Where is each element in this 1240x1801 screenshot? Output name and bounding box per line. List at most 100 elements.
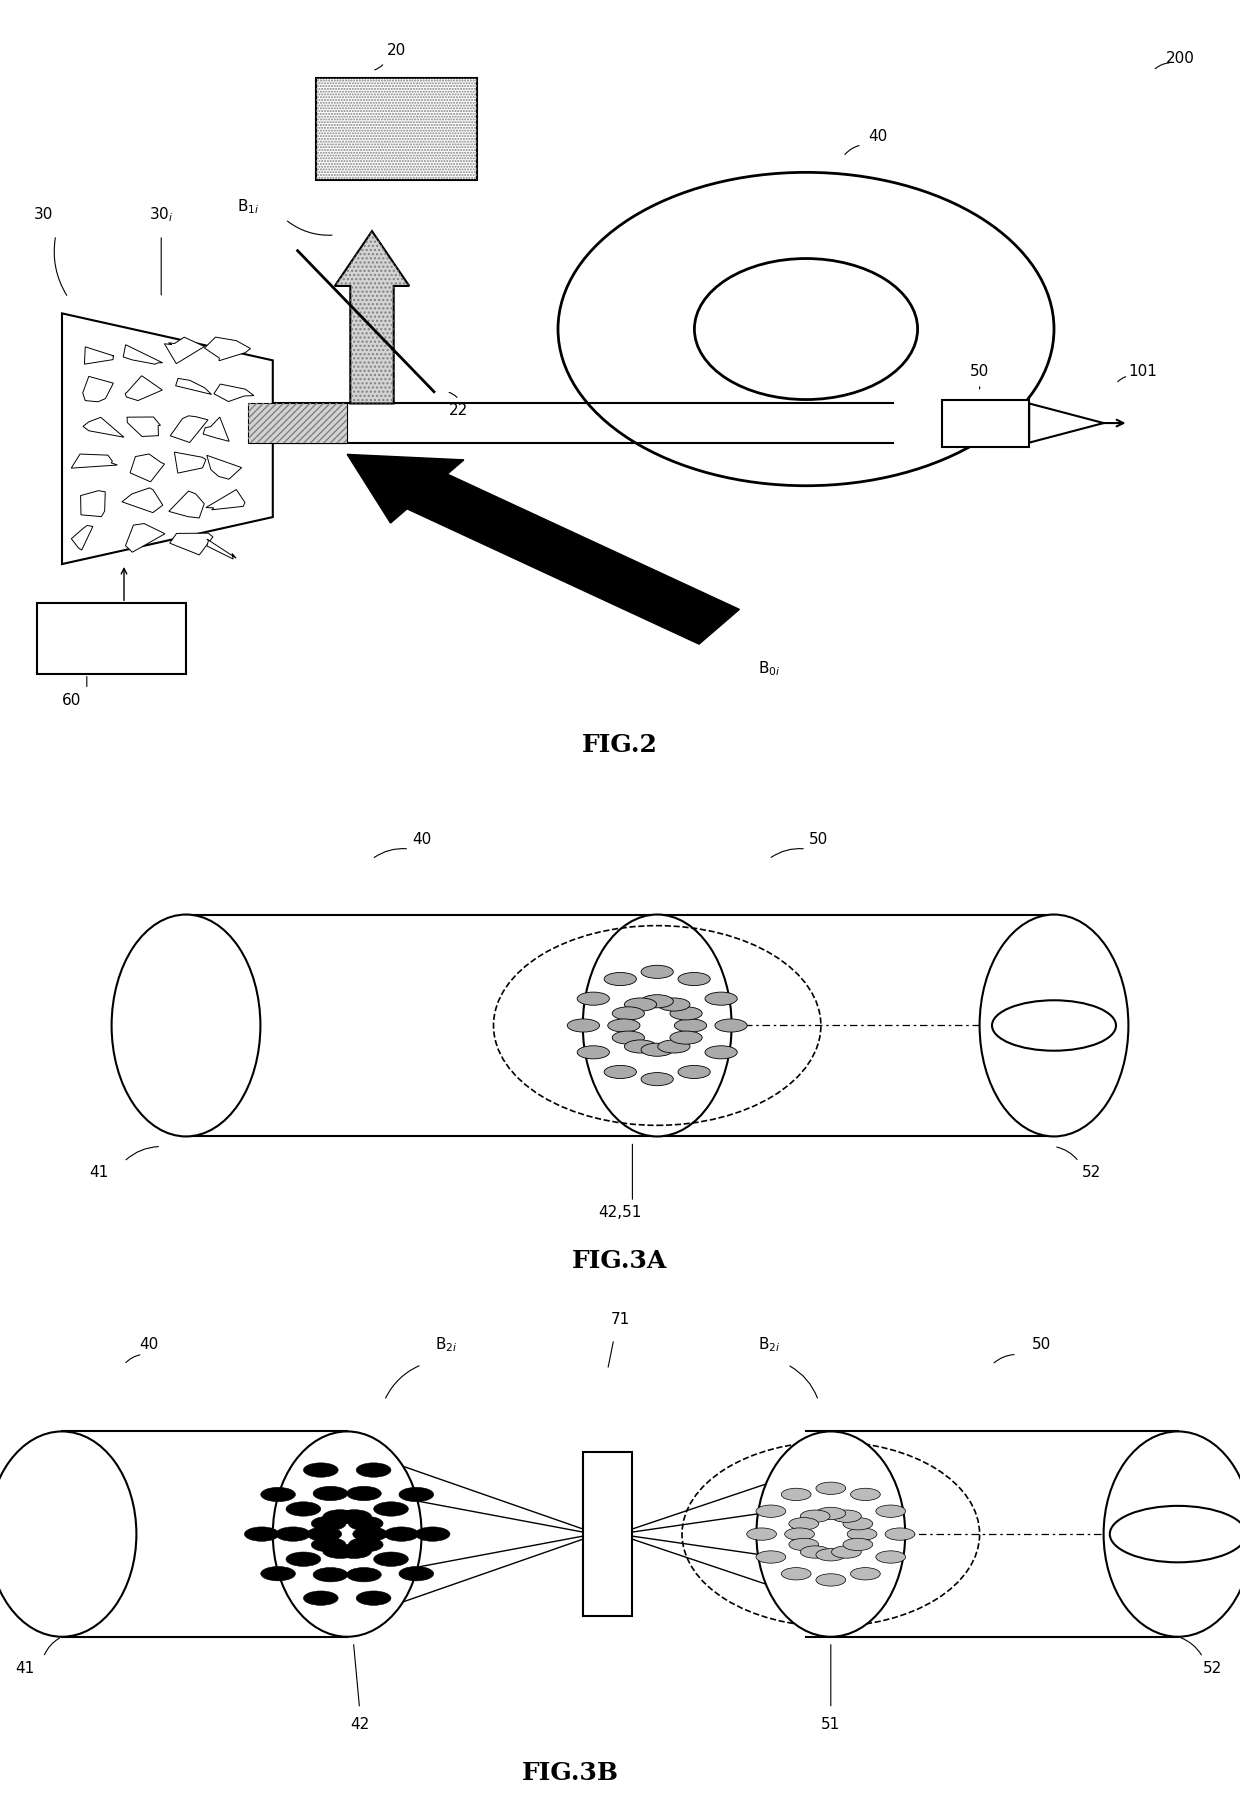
Text: 71: 71 [610, 1311, 630, 1327]
Circle shape [885, 1527, 915, 1540]
Ellipse shape [0, 1432, 136, 1637]
Polygon shape [206, 490, 246, 510]
Circle shape [399, 1567, 434, 1581]
Ellipse shape [1104, 1432, 1240, 1637]
Circle shape [670, 1007, 702, 1019]
Circle shape [675, 1019, 707, 1032]
Circle shape [348, 1538, 383, 1552]
Ellipse shape [583, 915, 732, 1136]
Bar [316, 77, 477, 180]
Circle shape [373, 1552, 408, 1567]
Circle shape [613, 1030, 645, 1045]
Polygon shape [205, 337, 250, 360]
Bar [942, 400, 1029, 447]
Circle shape [337, 1509, 372, 1524]
Text: B$_{2i}$: B$_{2i}$ [758, 1335, 780, 1354]
Ellipse shape [756, 1432, 905, 1637]
Text: 22: 22 [449, 403, 469, 418]
Circle shape [641, 994, 673, 1009]
Polygon shape [83, 376, 113, 402]
Circle shape [314, 1486, 348, 1500]
Ellipse shape [112, 915, 260, 1136]
Circle shape [346, 1486, 381, 1500]
Circle shape [314, 1567, 348, 1581]
Text: 40: 40 [412, 832, 432, 846]
Polygon shape [81, 490, 105, 517]
Polygon shape [175, 452, 206, 474]
Circle shape [260, 1567, 295, 1581]
Polygon shape [170, 416, 208, 443]
Circle shape [843, 1518, 873, 1529]
Polygon shape [165, 337, 205, 364]
Polygon shape [207, 456, 242, 479]
Polygon shape [122, 488, 162, 513]
Text: 50: 50 [808, 832, 828, 846]
Circle shape [286, 1552, 321, 1567]
Circle shape [337, 1543, 372, 1558]
Circle shape [356, 1462, 391, 1477]
Circle shape [322, 1509, 357, 1524]
Bar [316, 77, 477, 180]
Circle shape [308, 1527, 342, 1542]
Text: 41: 41 [89, 1165, 109, 1180]
Circle shape [304, 1462, 339, 1477]
Polygon shape [203, 418, 229, 441]
Circle shape [875, 1551, 905, 1563]
Text: 60: 60 [62, 693, 82, 708]
Circle shape [875, 1506, 905, 1516]
Circle shape [625, 998, 657, 1010]
Text: B$_{2i}$: B$_{2i}$ [435, 1335, 458, 1354]
Bar [37, 603, 186, 674]
Circle shape [832, 1509, 862, 1522]
Polygon shape [126, 418, 160, 436]
Text: 52: 52 [1203, 1661, 1223, 1675]
Polygon shape [176, 378, 212, 394]
Polygon shape [130, 454, 165, 483]
Circle shape [399, 1488, 434, 1502]
Circle shape [641, 1043, 673, 1055]
Polygon shape [169, 492, 205, 519]
Circle shape [322, 1543, 357, 1558]
Circle shape [800, 1545, 830, 1558]
Polygon shape [123, 344, 162, 364]
Text: 40: 40 [868, 130, 888, 144]
Text: 42,51: 42,51 [599, 1205, 641, 1219]
Polygon shape [207, 538, 236, 558]
Circle shape [613, 1007, 645, 1019]
Polygon shape [125, 376, 162, 400]
Circle shape [715, 1019, 748, 1032]
Circle shape [625, 1039, 657, 1054]
Ellipse shape [980, 915, 1128, 1136]
Circle shape [706, 992, 738, 1005]
Text: 30$_i$: 30$_i$ [149, 205, 174, 223]
Circle shape [657, 1039, 689, 1054]
Polygon shape [125, 524, 165, 553]
Circle shape [608, 1019, 640, 1032]
Circle shape [789, 1538, 818, 1551]
Polygon shape [1029, 403, 1104, 443]
Text: 200: 200 [1166, 50, 1194, 65]
Polygon shape [170, 533, 213, 555]
Circle shape [311, 1516, 346, 1531]
Circle shape [670, 1030, 702, 1045]
Circle shape [356, 1590, 391, 1605]
FancyArrow shape [335, 231, 409, 403]
Circle shape [384, 1527, 419, 1542]
Text: 41: 41 [15, 1661, 35, 1675]
Circle shape [781, 1567, 811, 1579]
Text: FIG.2: FIG.2 [582, 733, 658, 756]
Circle shape [816, 1482, 846, 1495]
Circle shape [789, 1518, 818, 1529]
Circle shape [260, 1488, 295, 1502]
Circle shape [851, 1488, 880, 1500]
Text: 20: 20 [387, 43, 407, 58]
Polygon shape [72, 526, 93, 549]
Circle shape [785, 1527, 815, 1540]
Bar [248, 403, 347, 443]
Circle shape [756, 1506, 786, 1516]
Circle shape [756, 1551, 786, 1563]
Circle shape [816, 1507, 846, 1520]
Circle shape [678, 1066, 711, 1079]
Circle shape [567, 1019, 599, 1032]
Circle shape [851, 1567, 880, 1579]
